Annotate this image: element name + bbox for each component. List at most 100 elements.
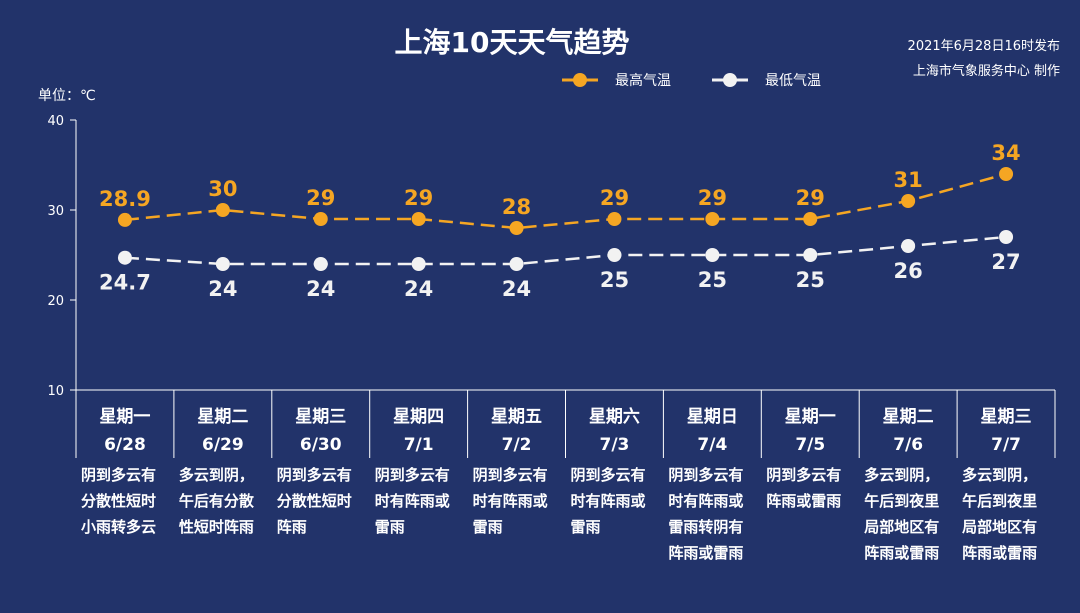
weather-description: 阴到多云有 时有阵雨或 雷雨转阴有 阵雨或雷雨 (668, 462, 760, 566)
high-temp-label: 29 (404, 186, 433, 210)
publish-org: 上海市气象服务中心 制作 (913, 63, 1060, 79)
weather-line: 阴到多云有 (570, 466, 646, 484)
weather-line: 雷雨 (472, 518, 503, 536)
low-temp-line (124, 235, 1007, 266)
high-temp-label: 29 (306, 186, 335, 210)
low-temp-label: 24 (404, 277, 433, 301)
publish-time: 2021年6月28日16时发布 (908, 38, 1060, 54)
date-label: 6/28 (104, 435, 146, 455)
low-temp-point (215, 257, 230, 271)
weather-line: 阵雨或雷雨 (668, 544, 744, 562)
y-tick-label: 10 (47, 384, 64, 399)
weather-line: 小雨转多云 (81, 518, 157, 536)
high-temp-line (124, 172, 1007, 230)
weather-line: 阴到多云有 (374, 466, 450, 484)
weather-description: 多云到阴， 午后到夜里局部地区有阵雨或雷雨 (962, 462, 1054, 566)
low-temp-point (117, 250, 132, 265)
low-temp-point (999, 230, 1014, 244)
weather-line: 局部地区有 (864, 518, 940, 536)
high-temp-label: 31 (894, 168, 923, 192)
low-temp-label: 24 (208, 277, 237, 301)
chart-title: 上海10天天气趋势 (395, 26, 630, 59)
high-temp-label: 30 (208, 177, 237, 201)
legend-high-marker (573, 73, 587, 87)
weather-description: 多云到阴， 午后到夜里局部地区有阵雨或雷雨 (864, 462, 956, 566)
weekday-label: 星期二 (883, 407, 934, 427)
y-tick-label: 40 (47, 114, 64, 129)
legend-high-label: 最高气温 (615, 72, 671, 89)
date-label: 7/3 (600, 435, 630, 455)
weather-description: 阴到多云有分散性短时小雨转多云 (81, 462, 173, 540)
weather-line: 午后有分散 (178, 492, 254, 510)
weather-description: 阴到多云有时有阵雨或雷雨 (473, 462, 565, 540)
weekday-label: 星期五 (491, 407, 542, 427)
weather-description: 阴到多云有分散性短时阵雨 (277, 462, 369, 540)
low-temp-point (607, 248, 622, 262)
low-temp-point (901, 239, 916, 253)
high-temp-label: 34 (991, 141, 1020, 165)
high-temp-label: 29 (600, 186, 629, 210)
low-temp-point (705, 248, 720, 262)
high-temp-point (117, 212, 132, 227)
low-temp-label: 25 (796, 268, 825, 292)
high-temp-point (901, 194, 916, 208)
date-label: 7/1 (404, 435, 434, 455)
weather-line: 分散性短时 (276, 492, 352, 510)
weather-line: 雷雨转阴有 (668, 518, 744, 536)
low-temp-label: 27 (991, 250, 1020, 274)
low-temp-label: 25 (698, 268, 727, 292)
weather-line: 阴到多云有 (668, 466, 744, 484)
weather-line: 午后到夜里 (864, 492, 940, 510)
weather-line: 阵雨或雷雨 (864, 544, 940, 562)
date-label: 7/6 (893, 435, 923, 455)
y-tick-label: 20 (47, 294, 64, 309)
weather-line: 时有阵雨或 (374, 492, 450, 510)
weather-line: 分散性短时 (81, 492, 157, 510)
low-temp-label: 25 (600, 268, 629, 292)
unit-label: 单位：℃ (38, 88, 96, 104)
weather-line: 阵雨或雷雨 (766, 492, 842, 510)
weather-line: 雷雨 (374, 518, 405, 536)
date-label: 7/2 (502, 435, 532, 455)
weather-line: 局部地区有 (962, 518, 1038, 536)
low-temp-label: 24 (502, 277, 531, 301)
high-temp-point (509, 221, 524, 235)
date-label: 7/4 (697, 435, 727, 455)
weather-line: 性短时阵雨 (178, 518, 254, 536)
high-temp-point (999, 167, 1014, 181)
category-labels: 星期一 6/28 星期二 6/29 星期三 6/30 星期四 7/1 星期五 7/2 星期六 7/3 星… (99, 406, 1031, 455)
weather-line: 阵雨或雷雨 (962, 544, 1038, 562)
weekday-label: 星期六 (589, 406, 640, 427)
weather-description: 阴到多云有 时有阵雨或 雷雨 (571, 462, 663, 540)
y-tick-label: 30 (47, 204, 64, 219)
weather-line: 雷雨 (570, 518, 601, 536)
date-label: 7/7 (991, 435, 1021, 455)
weather-line: 阴到多云有 (472, 466, 548, 484)
weather-line: 时有阵雨或 (472, 492, 548, 510)
high-temp-label: 29 (698, 186, 727, 210)
weekday-label: 星期四 (393, 407, 444, 427)
weather-line: 阵雨 (276, 518, 307, 536)
legend-low-label: 最低气温 (765, 73, 821, 89)
weather-line: 多云到阴， (962, 466, 1038, 484)
weekday-label: 星期一 (99, 407, 150, 427)
date-label: 6/29 (202, 435, 244, 455)
low-temp-point (509, 257, 524, 271)
legend: 最高气温 最低气温 (562, 72, 821, 89)
high-temp-label: 28.9 (99, 187, 151, 211)
weather-line: 多云到阴， (864, 466, 940, 484)
weather-line: 阴到多云有 (276, 466, 352, 484)
weather-description: 阴到多云有时有阵雨或雷雨 (375, 462, 467, 540)
low-temp-label: 24 (306, 277, 335, 301)
weather-description: 阴到多云有阵雨或雷雨 (766, 462, 858, 514)
weather-line: 午后到夜里 (962, 492, 1038, 510)
high-temp-point (411, 212, 426, 226)
weekday-label: 星期三 (981, 407, 1032, 427)
high-temp-point (607, 212, 622, 226)
high-temp-label: 29 (796, 186, 825, 210)
weather-line: 阴到多云有 (766, 466, 842, 484)
weekday-label: 星期日 (687, 407, 738, 427)
weather-line: 阴到多云有 (81, 466, 157, 484)
date-label: 7/5 (795, 435, 825, 455)
weekday-label: 星期二 (197, 407, 248, 427)
